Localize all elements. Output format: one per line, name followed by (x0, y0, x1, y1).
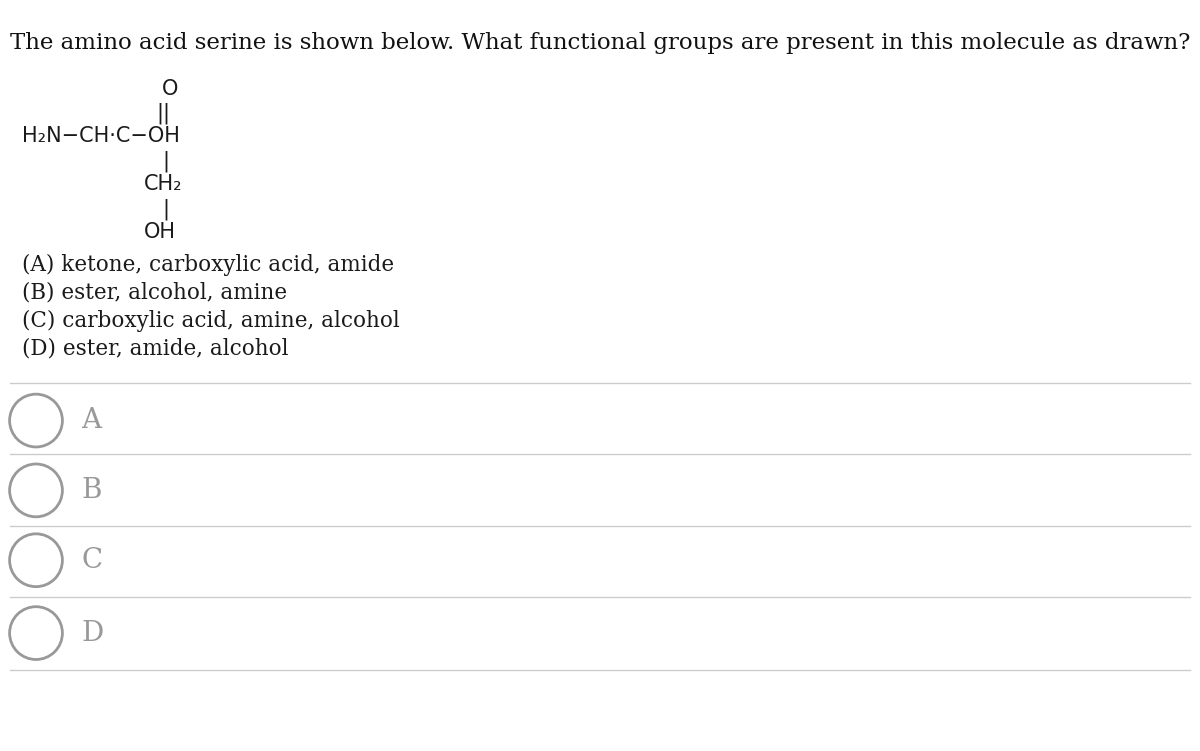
Text: The amino acid serine is shown below. What functional groups are present in this: The amino acid serine is shown below. Wh… (10, 32, 1190, 53)
Text: (C) carboxylic acid, amine, alcohol: (C) carboxylic acid, amine, alcohol (22, 309, 400, 331)
Text: O: O (162, 79, 179, 99)
Text: ||: || (156, 103, 170, 125)
Text: C: C (82, 547, 103, 574)
Text: B: B (82, 477, 102, 504)
Text: |: | (162, 150, 169, 172)
Text: OH: OH (144, 222, 176, 243)
Text: |: | (162, 198, 169, 220)
Text: CH₂: CH₂ (144, 174, 182, 195)
Text: (D) ester, amide, alcohol: (D) ester, amide, alcohol (22, 337, 288, 359)
Text: H₂N−CH·C−OH: H₂N−CH·C−OH (22, 126, 180, 146)
Text: D: D (82, 620, 104, 647)
Text: (A) ketone, carboxylic acid, amide: (A) ketone, carboxylic acid, amide (22, 254, 394, 276)
Text: (B) ester, alcohol, amine: (B) ester, alcohol, amine (22, 282, 287, 303)
Text: A: A (82, 407, 102, 434)
